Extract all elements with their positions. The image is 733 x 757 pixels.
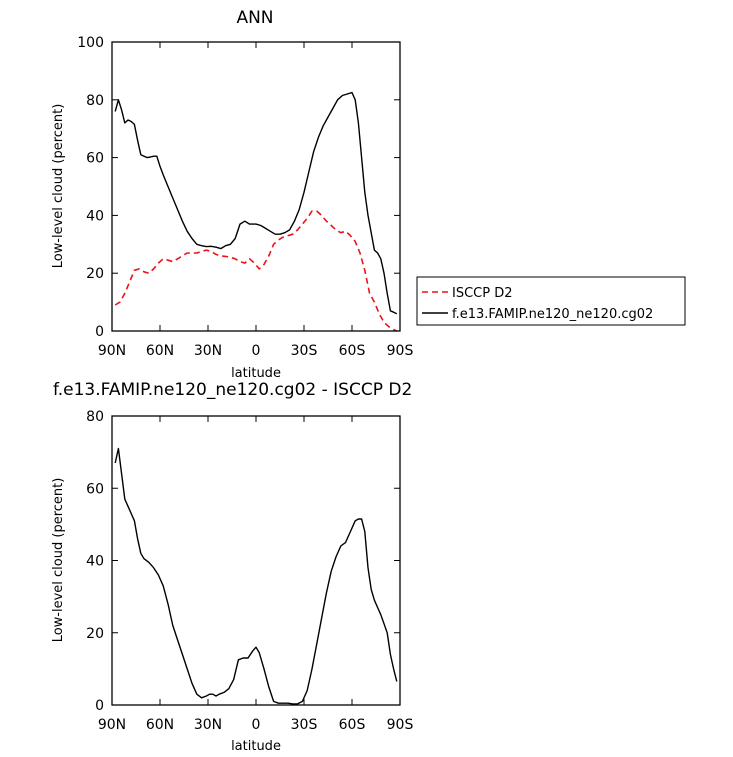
bottom-ytick-label-1: 20 [86, 626, 104, 642]
bottom-chart-title: f.e13.FAMIP.ne120_ne120.cg02 - ISCCP D2 [53, 380, 412, 400]
bottom-xtick-label-2: 30N [194, 717, 222, 733]
top-series-group [114, 91, 398, 332]
legend-label-famip: f.e13.FAMIP.ne120_ne120.cg02 [452, 307, 653, 322]
bottom-ytick-label-3: 60 [86, 481, 104, 497]
bottom-series-group [114, 447, 398, 705]
bottom-y-gridticks: 0 20 40 60 80 [86, 409, 400, 714]
legend-label-isccp: ISCCP D2 [452, 286, 513, 301]
top-ytick-label-3: 60 [86, 151, 104, 167]
top-chart: ANN 0 20 40 60 80 100 90N 60N 30N 0 30S 60S 90S Low… [51, 8, 686, 381]
top-series-line-0 [114, 210, 398, 332]
bottom-chart: f.e13.FAMIP.ne120_ne120.cg02 - ISCCP D2 … [51, 380, 413, 754]
top-ytick-label-1: 20 [86, 266, 104, 282]
top-xtick-label-3: 0 [252, 343, 261, 359]
top-chart-title: ANN [236, 8, 273, 28]
top-ytick-label-0: 0 [95, 324, 104, 340]
top-ytick-label-5: 100 [77, 35, 104, 51]
top-xtick-label-6: 90S [387, 343, 414, 359]
top-series-line-1 [114, 91, 398, 315]
bottom-xtick-label-5: 60S [339, 717, 366, 733]
top-ytick-label-4: 80 [86, 93, 104, 109]
top-plot-frame [111, 41, 401, 332]
top-xtick-label-0: 90N [98, 343, 126, 359]
bottom-x-gridticks: 90N 60N 30N 0 30S 60S 90S [98, 416, 414, 733]
bottom-xtick-label-4: 30S [291, 717, 318, 733]
bottom-xtick-label-6: 90S [387, 717, 414, 733]
legend-box [416, 276, 686, 326]
bottom-xtick-label-3: 0 [252, 717, 261, 733]
top-x-axis-label: latitude [231, 366, 281, 381]
top-y-gridticks: 0 20 40 60 80 100 [77, 35, 400, 340]
top-ytick-label-2: 40 [86, 208, 104, 224]
top-xtick-label-5: 60S [339, 343, 366, 359]
bottom-ytick-label-0: 0 [95, 698, 104, 714]
bottom-series-line-0 [114, 447, 398, 705]
bottom-plot-frame [111, 415, 401, 706]
top-xtick-label-2: 30N [194, 343, 222, 359]
top-xtick-label-1: 60N [146, 343, 174, 359]
top-xtick-label-4: 30S [291, 343, 318, 359]
legend: ISCCP D2 f.e13.FAMIP.ne120_ne120.cg02 [416, 276, 686, 326]
bottom-xtick-label-1: 60N [146, 717, 174, 733]
bottom-ytick-label-2: 40 [86, 554, 104, 570]
bottom-x-axis-label: latitude [231, 739, 281, 754]
bottom-y-axis-label: Low-level cloud (percent) [51, 478, 66, 643]
bottom-ytick-label-4: 80 [86, 409, 104, 425]
top-y-axis-label: Low-level cloud (percent) [51, 104, 66, 269]
bottom-xtick-label-0: 90N [98, 717, 126, 733]
